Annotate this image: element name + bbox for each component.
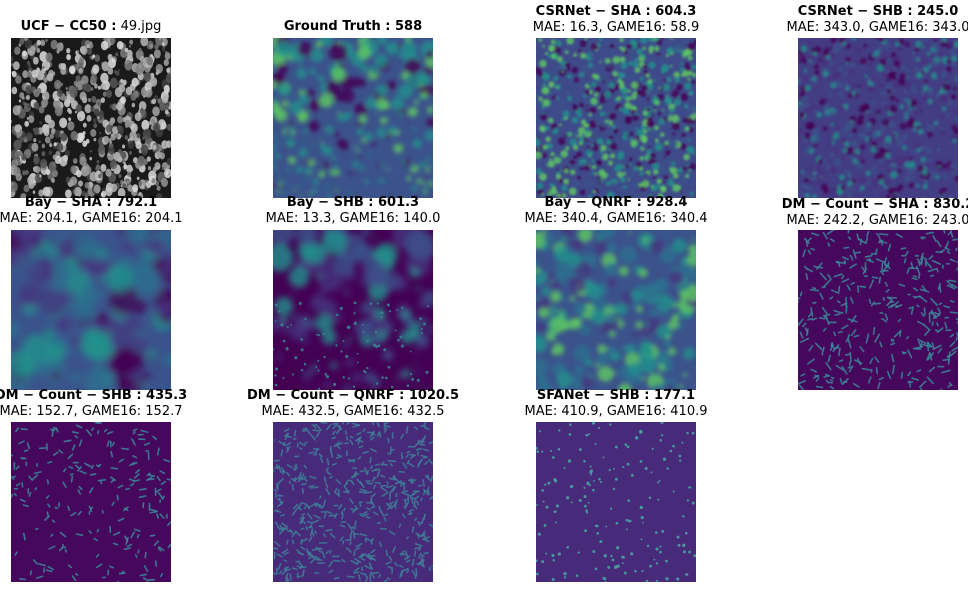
input-photo	[11, 38, 171, 198]
panel-title: CSRNet − SHB : 245.0	[797, 4, 959, 19]
panel-title: UCF − CC50 : 49.jpg	[20, 19, 162, 34]
panel-title: DM − Count − QNRF : 1020.5	[246, 388, 460, 403]
panel-title: SFANet − SHB : 177.1	[536, 388, 696, 403]
density-map	[273, 38, 433, 198]
density-map	[273, 422, 433, 582]
panel-title: Ground Truth : 588	[283, 19, 423, 34]
panel-title: Bay − SHA : 792.1	[24, 195, 158, 210]
density-map	[536, 230, 696, 390]
panel-title: Bay − QNRF : 928.4	[544, 195, 688, 210]
panel-title: DM − Count − SHA : 830.2	[781, 197, 968, 212]
density-map	[11, 422, 171, 582]
panel-metrics: MAE: 13.3, GAME16: 140.0	[265, 211, 441, 226]
panel-metrics: MAE: 204.1, GAME16: 204.1	[0, 211, 183, 226]
density-map	[11, 230, 171, 390]
panel-title: CSRNet − SHA : 604.3	[535, 4, 697, 19]
panel-title: Bay − SHB : 601.3	[286, 195, 420, 210]
panel-title: DM − Count − SHB : 435.3	[0, 388, 188, 403]
panel-metrics: MAE: 340.4, GAME16: 340.4	[524, 211, 708, 226]
panel-metrics: MAE: 432.5, GAME16: 432.5	[261, 404, 445, 419]
panel-metrics: MAE: 242.2, GAME16: 243.0	[786, 213, 968, 228]
panel-metrics: MAE: 343.0, GAME16: 343.0	[786, 20, 968, 35]
panel-metrics: MAE: 152.7, GAME16: 152.7	[0, 404, 183, 419]
panel-metrics: MAE: 410.9, GAME16: 410.9	[524, 404, 708, 419]
density-map	[798, 230, 958, 390]
density-map	[536, 38, 696, 198]
panel-metrics: MAE: 16.3, GAME16: 58.9	[532, 20, 700, 35]
density-map	[273, 230, 433, 390]
density-map	[536, 422, 696, 582]
density-map	[798, 38, 958, 198]
